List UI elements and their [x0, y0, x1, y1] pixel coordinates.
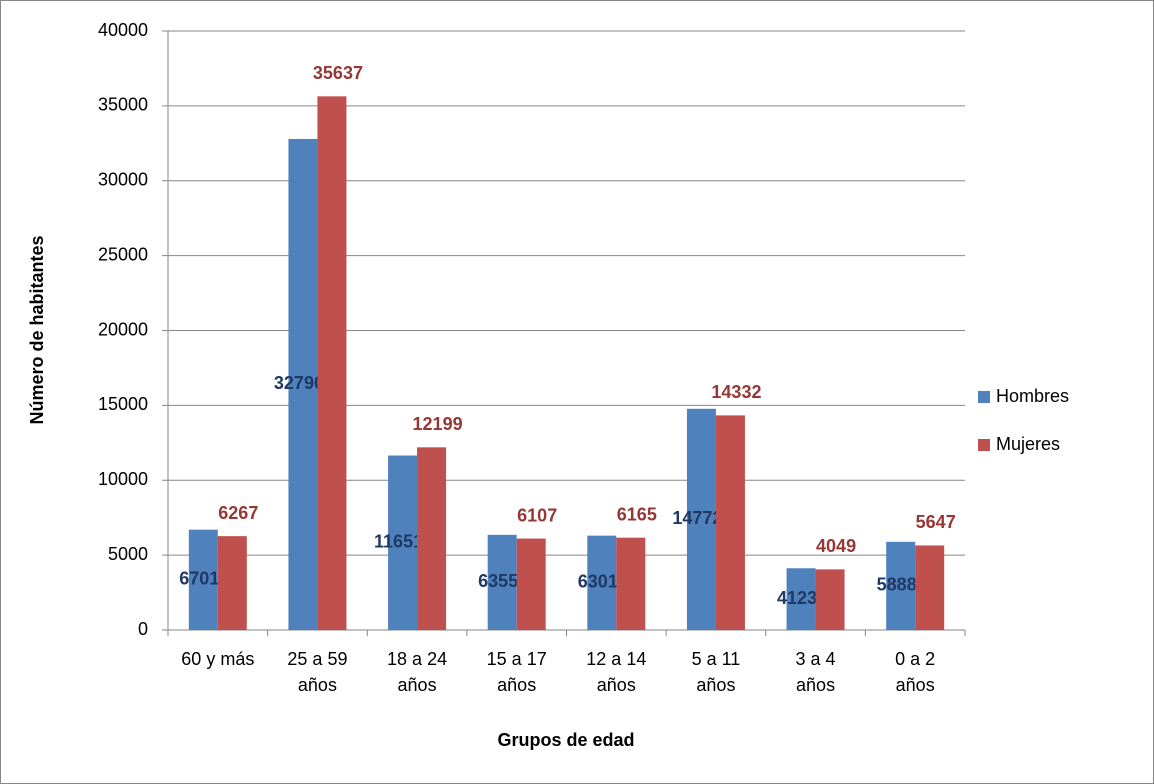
x-tick-label: 12 a 14 años: [586, 649, 647, 695]
bar: [388, 455, 418, 630]
y-axis-title: Número de habitantes: [27, 235, 47, 424]
bar: [188, 529, 218, 630]
x-tick-label: 60 y más: [181, 649, 255, 669]
x-tick-label: 15 a 17 años: [486, 649, 547, 695]
legend-label: Mujeres: [996, 434, 1060, 454]
y-tick-label: 15000: [98, 394, 148, 414]
legend-swatch: [978, 391, 990, 403]
data-label: 6701: [179, 569, 219, 589]
bar: [786, 568, 816, 630]
data-label: 14772: [672, 508, 722, 528]
y-tick-label: 0: [138, 619, 148, 639]
x-tick-label: 5 a 11 años: [691, 649, 741, 695]
x-tick-label: 25 a 59 años: [287, 649, 348, 695]
y-tick-label: 40000: [98, 20, 148, 40]
data-label: 12199: [413, 414, 463, 434]
data-label: 32790: [274, 373, 324, 393]
bar: [417, 447, 447, 630]
bar: [686, 408, 716, 630]
data-label: 14332: [711, 382, 761, 402]
data-label: 6355: [478, 571, 518, 591]
bar: [288, 138, 318, 630]
data-label: 5647: [916, 512, 956, 532]
data-label: 6165: [617, 504, 657, 524]
bar: [317, 96, 347, 630]
data-label: 11651: [374, 532, 423, 552]
x-axis-title: Grupos de edad: [497, 730, 634, 750]
bar: [616, 537, 646, 630]
y-tick-label: 35000: [98, 95, 148, 115]
x-tick-label: 18 a 24 años: [387, 649, 448, 695]
bar: [516, 538, 546, 630]
data-label: 6301: [578, 572, 618, 592]
data-label: 35637: [313, 63, 363, 83]
x-tick-label: 3 a 4 años: [795, 649, 836, 695]
bar: [715, 415, 745, 630]
data-label: 4049: [816, 536, 856, 556]
bar: [587, 535, 617, 630]
data-label: 5888: [877, 575, 917, 595]
bar: [217, 536, 247, 630]
data-label: 6107: [517, 505, 557, 525]
y-tick-label: 25000: [98, 244, 148, 264]
data-label: 4123: [777, 588, 817, 608]
bar: [487, 534, 517, 630]
y-tick-label: 30000: [98, 170, 148, 190]
y-tick-label: 5000: [108, 544, 148, 564]
legend-swatch: [978, 439, 990, 451]
x-tick-label: 0 a 2 años: [895, 649, 936, 695]
legend-label: Hombres: [996, 386, 1069, 406]
bar: [886, 541, 916, 630]
bar: [915, 545, 945, 630]
bar: [815, 569, 845, 630]
data-label: 6267: [218, 503, 258, 523]
y-tick-label: 20000: [98, 319, 148, 339]
y-tick-label: 10000: [98, 469, 148, 489]
